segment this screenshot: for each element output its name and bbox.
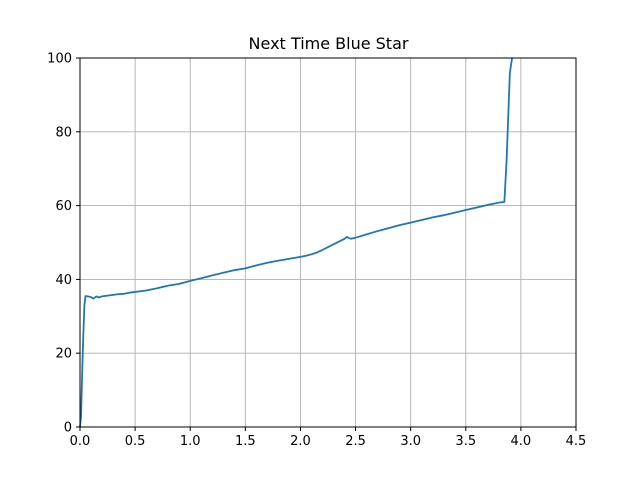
y-tick-label: 20 (55, 347, 72, 362)
x-tick-label: 2.0 (290, 434, 311, 449)
axes-frame (79, 57, 577, 428)
y-tick-label: 40 (55, 273, 72, 288)
x-tick-label: 4.0 (511, 434, 532, 449)
y-axis: 0 20 40 60 80 100 (47, 52, 80, 436)
x-tick-label: 4.5 (566, 434, 587, 449)
chart-title: Next Time Blue Star (249, 34, 409, 53)
grid (79, 57, 577, 428)
x-tick-label: 1.5 (235, 434, 256, 449)
x-tick-label: 3.0 (400, 434, 421, 449)
x-tick-label: 3.5 (455, 434, 476, 449)
y-tick-label: 0 (64, 421, 72, 436)
x-tick-label: 2.5 (345, 434, 366, 449)
y-tick-label: 80 (55, 125, 72, 140)
x-tick-label: 1.0 (180, 434, 201, 449)
x-axis: 0.0 0.5 1.0 1.5 2.0 2.5 3.0 3.5 4.0 4.5 (70, 427, 587, 449)
y-tick-label: 60 (55, 199, 72, 214)
plot-area (79, 57, 513, 428)
x-tick-label: 0.5 (125, 434, 146, 449)
y-tick-label: 100 (47, 52, 72, 67)
series-line (79, 57, 513, 428)
x-tick-label: 0.0 (70, 434, 91, 449)
